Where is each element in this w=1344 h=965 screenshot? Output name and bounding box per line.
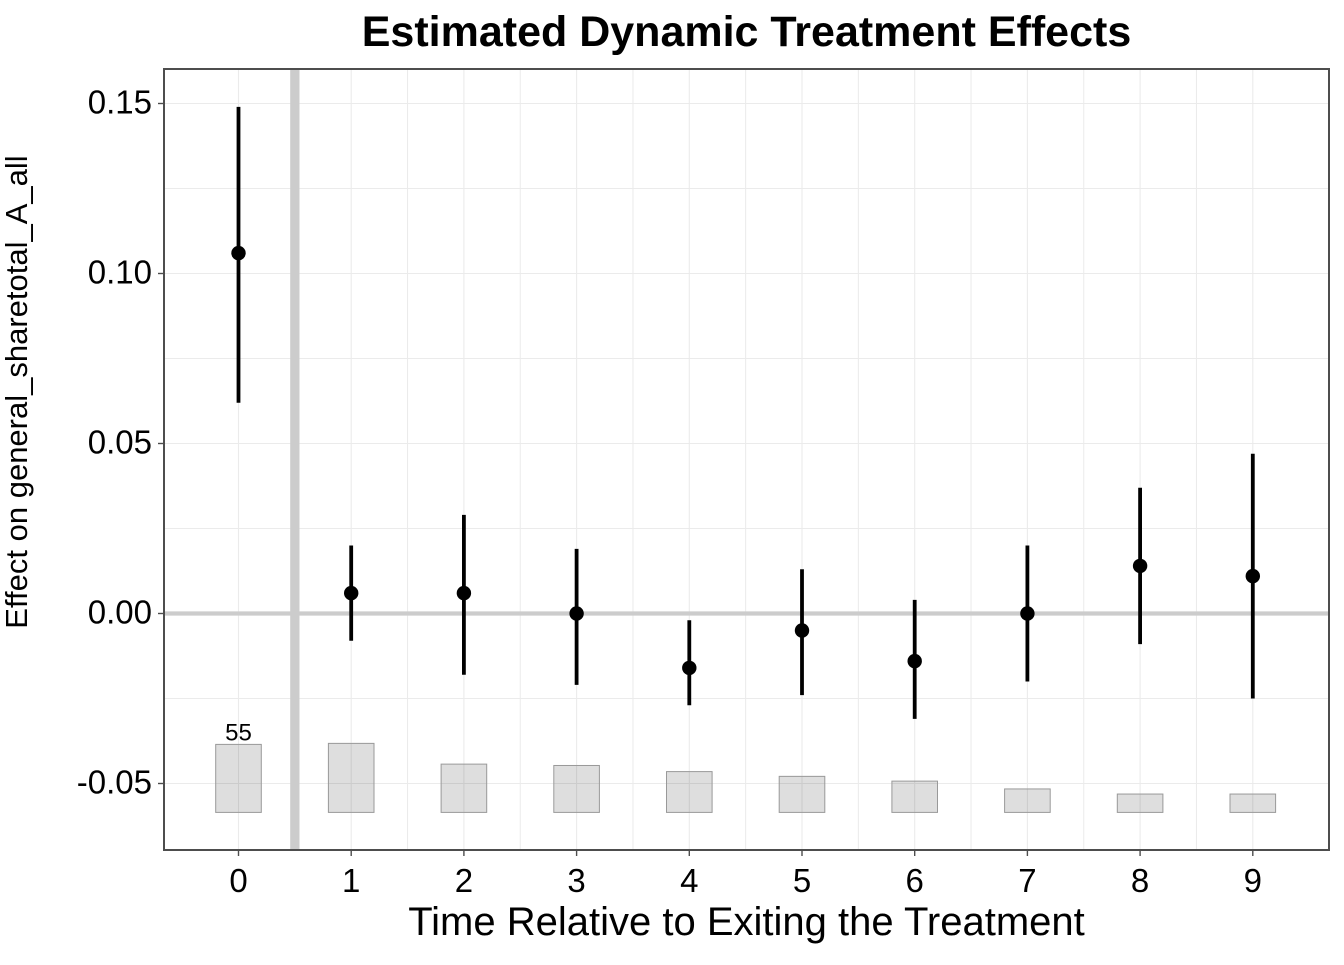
svg-text:0.15: 0.15: [88, 84, 152, 121]
svg-text:3: 3: [567, 862, 585, 899]
svg-text:4: 4: [680, 862, 698, 899]
svg-text:6: 6: [906, 862, 924, 899]
svg-text:2: 2: [455, 862, 473, 899]
svg-text:9: 9: [1244, 862, 1262, 899]
svg-text:0.10: 0.10: [88, 254, 152, 291]
svg-text:1: 1: [342, 862, 360, 899]
svg-text:8: 8: [1131, 862, 1149, 899]
svg-text:-0.05: -0.05: [77, 764, 152, 801]
svg-text:0.05: 0.05: [88, 424, 152, 461]
svg-text:7: 7: [1018, 862, 1036, 899]
svg-text:0: 0: [229, 862, 247, 899]
svg-text:0.00: 0.00: [88, 594, 152, 631]
svg-text:55: 55: [225, 719, 252, 746]
svg-text:5: 5: [793, 862, 811, 899]
